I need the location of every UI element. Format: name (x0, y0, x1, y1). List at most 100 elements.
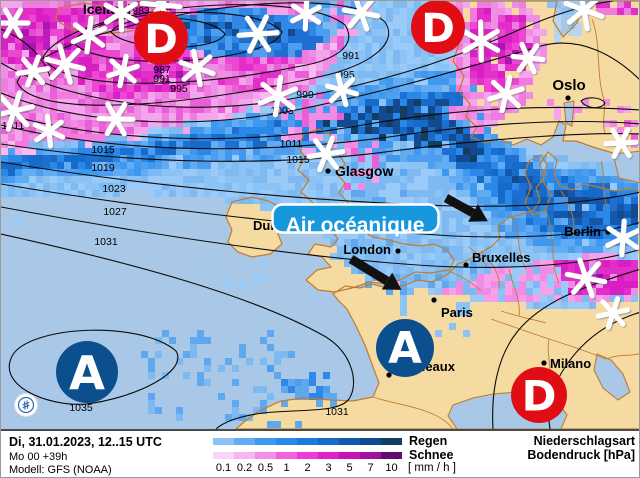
coastline (443, 1, 639, 160)
air-mass-annotation: Air océanique (271, 203, 440, 237)
scale-tick: 1 (283, 462, 290, 474)
isobar-label: 1031 (94, 236, 118, 248)
city-dot-bruxelles (463, 262, 469, 268)
snowflake-icon (605, 218, 639, 258)
rain-swatch (255, 438, 276, 445)
scale-tick: 2 (304, 462, 311, 474)
pressure-marker-a: A (56, 341, 118, 403)
snowflake-icon (290, 1, 322, 32)
isobar-label: 991 (153, 73, 171, 85)
isobar-line (1, 120, 639, 150)
snowflake-icon (1, 90, 36, 132)
snowflake-icon (1, 7, 31, 39)
city-label-oslo: Oslo (552, 77, 585, 94)
snowflake-icon (15, 54, 51, 88)
snowflake-layer (1, 1, 639, 330)
airflow-arrowhead-icon (468, 204, 488, 222)
snow-swatch (339, 452, 360, 459)
weather-map-canvas: 9839879919959919959991003101110151011101… (1, 1, 639, 430)
unit-label: [ mm / h ] (408, 462, 456, 474)
isobar-label: 1019 (91, 162, 115, 174)
scale-tick: 0.2 (236, 462, 253, 474)
country-border (372, 396, 454, 430)
snow-label: Schnee (409, 448, 454, 462)
snowflake-icon (32, 113, 66, 149)
scale-tick: 3 (325, 462, 332, 474)
isobar-line (1, 133, 639, 162)
country-border (510, 215, 527, 270)
model-run-label: Mo 00 +39h (9, 451, 68, 463)
country-border (545, 210, 560, 284)
isobar-line (580, 97, 606, 109)
airflow-arrow-icon (348, 255, 390, 285)
rain-label: Regen (409, 434, 448, 448)
rain-swatch (213, 438, 234, 445)
isobar-label: 1027 (103, 206, 127, 218)
isobar-line (1, 1, 614, 108)
city-label-paris: Paris (441, 305, 473, 320)
sea-area (563, 100, 575, 127)
snow-color-scale (213, 452, 402, 459)
airflow-arrows (348, 194, 488, 290)
snow-swatch (360, 452, 381, 459)
isobar-label: 1015 (286, 154, 310, 166)
city-label-bruxelles: Bruxelles (472, 250, 531, 265)
isobar-label-layer: 9839879919959919959991003101110151011101… (2, 5, 360, 418)
country-border (448, 270, 482, 292)
snowflake-icon (96, 101, 136, 137)
rain-swatch (297, 438, 318, 445)
coastline (234, 151, 639, 430)
isobar-label: 1031 (325, 406, 349, 418)
sea-area (612, 150, 639, 184)
isobar-label: 1015 (91, 144, 115, 156)
weather-map: 983 987 991 995 991 995 999 1003 1011 1015 1011 101… (1, 1, 639, 430)
isobar-label: 999 (296, 89, 314, 101)
country-border (560, 190, 575, 237)
city-label-berlin: Berlin (564, 224, 601, 239)
pressure-marker-d: D (411, 1, 465, 54)
rain-color-scale (213, 438, 402, 445)
isobar-label: 991 (342, 50, 360, 62)
country-border (600, 160, 608, 207)
airflow-arrow-icon (443, 194, 476, 217)
isobar-line (492, 269, 639, 430)
snow-swatch (213, 452, 234, 459)
precip-type-label: Niederschlagsart (533, 434, 635, 448)
city-label-milano: Milano (550, 356, 591, 371)
city-dot-oslo (565, 95, 571, 101)
air-mass-label: Air océanique (286, 214, 425, 237)
isobar-line (1, 206, 639, 268)
country-border (468, 246, 488, 268)
city-dot-milano (541, 360, 547, 366)
scale-tick-labels: 0.1 0.2 0.5 1 2 3 5 7 10 (213, 462, 402, 474)
isobar-label: 1035 (69, 402, 93, 414)
country-border (508, 268, 520, 317)
watermark-logo: # (14, 393, 38, 417)
pressure-marker-layer: D D D A A (56, 1, 567, 423)
snowflake-icon (461, 19, 501, 63)
snow-swatch (234, 452, 255, 459)
snowflake-icon (103, 1, 139, 33)
city-label-london: London (343, 242, 391, 257)
isobar-label: 987 (153, 64, 171, 76)
pressure-marker-d: D (511, 367, 567, 423)
snowflake-icon (564, 257, 608, 299)
isobar-label: 1023 (102, 183, 126, 195)
city-dot-paris (431, 297, 437, 303)
pressure-marker-d: D (134, 11, 188, 65)
pressure-marker-a: A (376, 319, 434, 377)
valid-time-label: Di, 31.01.2023, 12..15 UTC (9, 435, 162, 449)
isobar-label: 983 (132, 5, 150, 17)
snowflake-icon (563, 1, 605, 32)
city-dot-london (395, 248, 401, 254)
scale-tick: 5 (346, 462, 353, 474)
snow-swatch (381, 452, 402, 459)
city-label-glasgow: Glasgow (335, 163, 393, 179)
snow-swatch (318, 452, 339, 459)
legend-bar: Di, 31.01.2023, 12..15 UTC Mo 00 +39h Mo… (1, 429, 639, 477)
snowflake-icon (603, 127, 639, 159)
snowflake-icon (510, 41, 546, 75)
country-border (500, 310, 547, 324)
sea-area (593, 353, 631, 401)
model-name-label: Modell: GFS (NOAA) (9, 464, 112, 476)
